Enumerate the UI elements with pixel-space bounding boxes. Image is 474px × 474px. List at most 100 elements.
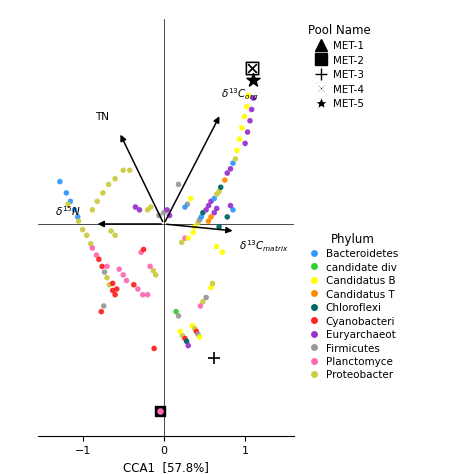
Point	[198, 213, 205, 221]
Point	[191, 223, 199, 231]
Point	[83, 231, 91, 239]
Point	[215, 223, 223, 231]
Point	[181, 203, 189, 211]
Point	[184, 342, 192, 349]
Point	[223, 169, 231, 177]
Text: $\delta^{15}N$: $\delta^{15}N$	[55, 204, 81, 218]
Point	[248, 64, 255, 72]
Point	[246, 117, 254, 125]
Point	[223, 213, 231, 221]
Point	[179, 332, 186, 339]
Point	[71, 206, 78, 214]
Point	[196, 333, 203, 341]
Point	[213, 191, 220, 198]
Point	[241, 140, 249, 147]
Point	[132, 203, 139, 211]
Point	[217, 183, 225, 191]
Point	[126, 166, 134, 174]
Point	[219, 248, 226, 256]
Point	[207, 284, 215, 292]
Point	[210, 355, 218, 362]
Point	[107, 227, 115, 235]
Point	[113, 285, 120, 293]
Point	[207, 213, 215, 221]
Point	[160, 209, 168, 217]
Point	[181, 234, 189, 242]
Point	[197, 302, 204, 310]
Point	[147, 203, 155, 211]
Point	[79, 226, 86, 233]
Point	[184, 234, 192, 242]
Point	[227, 165, 234, 173]
Point	[156, 407, 164, 414]
Point	[136, 206, 143, 214]
Point	[175, 312, 182, 319]
Point	[119, 271, 127, 279]
Point	[233, 146, 241, 154]
Point	[192, 328, 200, 335]
Point	[189, 322, 196, 329]
Text: $\delta^{13}C_{org}$: $\delta^{13}C_{org}$	[221, 87, 258, 103]
Point	[181, 335, 189, 342]
Point	[215, 188, 223, 195]
Point	[221, 176, 228, 184]
Point	[240, 113, 248, 120]
Point	[140, 246, 147, 253]
Point	[56, 178, 64, 185]
Point	[98, 263, 106, 270]
Point	[205, 202, 212, 210]
Point	[205, 218, 212, 225]
Point	[146, 263, 154, 270]
Point	[74, 213, 82, 221]
Point	[178, 238, 185, 246]
Point	[202, 206, 210, 214]
Point	[194, 330, 202, 338]
Point	[236, 136, 243, 143]
X-axis label: CCA1  [57.8%]: CCA1 [57.8%]	[123, 461, 209, 474]
Point	[183, 337, 191, 345]
Point	[207, 198, 215, 205]
Point	[199, 298, 207, 306]
Point	[99, 189, 107, 197]
Point	[109, 287, 117, 294]
Point	[106, 281, 113, 289]
Point	[150, 345, 158, 352]
Point	[229, 206, 237, 214]
Point	[109, 280, 117, 287]
Point	[119, 166, 127, 174]
Point	[100, 302, 108, 310]
Point	[105, 181, 112, 188]
Point	[103, 263, 111, 270]
Point	[176, 328, 184, 335]
Point	[191, 325, 199, 332]
Point	[175, 181, 182, 188]
Point	[229, 159, 237, 167]
Point	[98, 308, 105, 315]
Point	[63, 189, 70, 197]
Point	[87, 240, 94, 247]
Text: $\delta^{13}C_{matrix}$: $\delta^{13}C_{matrix}$	[238, 239, 288, 255]
Point	[155, 212, 163, 219]
Point	[111, 175, 119, 182]
Point	[183, 201, 191, 208]
Point	[227, 202, 234, 210]
Text: TN: TN	[95, 111, 109, 121]
Point	[75, 218, 82, 225]
Point	[152, 271, 160, 279]
Point	[210, 195, 218, 202]
Point	[199, 209, 207, 217]
Point	[149, 267, 157, 274]
Point	[187, 195, 194, 202]
Point	[144, 206, 151, 214]
Point	[134, 285, 142, 293]
Point	[111, 231, 119, 239]
Point	[238, 124, 246, 132]
Point	[139, 291, 146, 299]
Point	[213, 243, 220, 250]
Point	[164, 206, 171, 214]
Point	[166, 212, 173, 219]
Point	[144, 291, 151, 299]
Point	[249, 76, 257, 83]
Point	[103, 274, 111, 282]
Point	[213, 205, 220, 212]
